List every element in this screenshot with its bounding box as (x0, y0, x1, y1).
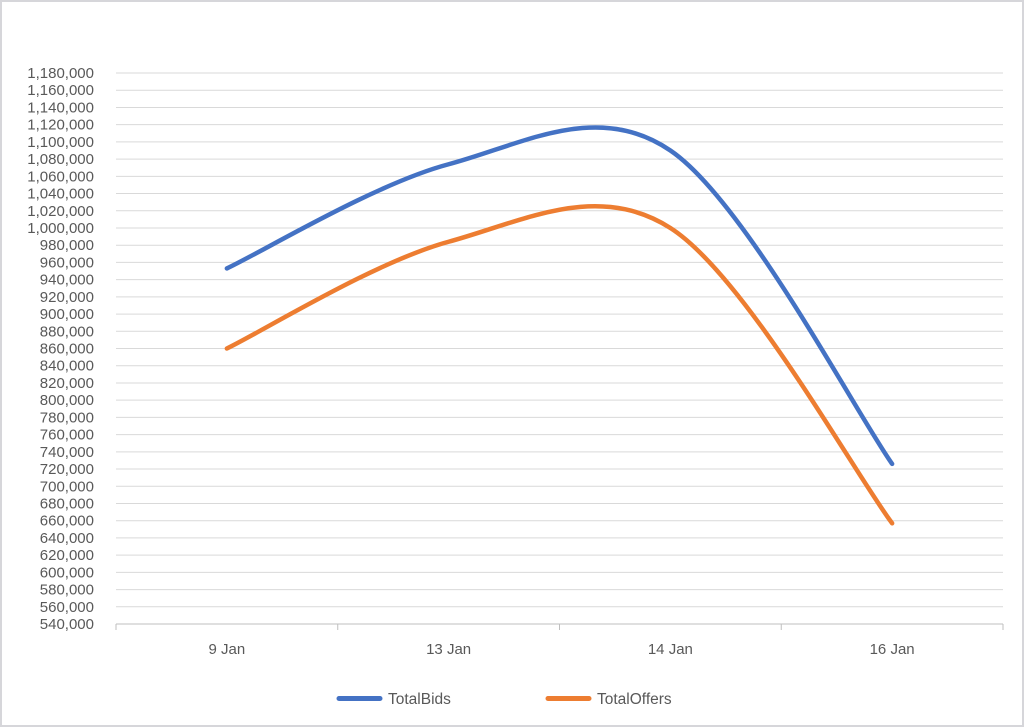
y-tick-label: 860,000 (40, 341, 94, 358)
y-tick-label: 1,160,000 (27, 82, 94, 99)
y-tick-label: 1,180,000 (27, 65, 94, 82)
y-tick-label: 820,000 (40, 375, 94, 392)
y-tick-label: 880,000 (40, 323, 94, 340)
y-tick-label: 1,040,000 (27, 186, 94, 203)
series-lines (224, 125, 895, 526)
y-tick-label: 800,000 (40, 392, 94, 409)
y-tick-label: 560,000 (40, 599, 94, 616)
y-tick-label: 660,000 (40, 513, 94, 530)
y-tick-label: 1,120,000 (27, 117, 94, 134)
y-tick-label: 960,000 (40, 254, 94, 271)
x-axis (115, 623, 1004, 630)
y-tick-label: 940,000 (40, 272, 94, 289)
y-tick-label: 1,000,000 (27, 220, 94, 237)
y-tick-label: 640,000 (40, 530, 94, 547)
y-tick-label: 1,080,000 (27, 151, 94, 168)
y-tick-label: 780,000 (40, 409, 94, 426)
y-tick-label: 760,000 (40, 427, 94, 444)
y-tick-label: 1,140,000 (27, 99, 94, 116)
x-tick-label: 13 Jan (426, 641, 471, 658)
x-tick-label: 14 Jan (648, 641, 693, 658)
y-tick-label: 600,000 (40, 564, 94, 581)
y-tick-label: 540,000 (40, 616, 94, 633)
series-line-totalbids (224, 125, 895, 467)
x-tick-label: 16 Jan (870, 641, 915, 658)
y-tick-label: 840,000 (40, 358, 94, 375)
y-tick-label: 740,000 (40, 444, 94, 461)
y-tick-label: 580,000 (40, 582, 94, 599)
y-tick-label: 920,000 (40, 289, 94, 306)
y-tick-label: 980,000 (40, 237, 94, 254)
y-tick-label: 680,000 (40, 495, 94, 512)
legend: TotalBids TotalOffers (336, 691, 672, 708)
gridlines (116, 72, 1003, 608)
y-axis-labels: 540,000560,000580,000600,000620,000640,0… (27, 65, 94, 633)
x-axis-labels: 9 Jan 13 Jan 14 Jan 16 Jan (209, 641, 915, 658)
y-tick-label: 1,100,000 (27, 134, 94, 151)
y-tick-label: 900,000 (40, 306, 94, 323)
series-line-totaloffers (224, 204, 895, 526)
y-tick-label: 620,000 (40, 547, 94, 564)
y-tick-label: 720,000 (40, 461, 94, 478)
legend-label-totalbids: TotalBids (388, 691, 451, 708)
legend-label-totaloffers: TotalOffers (597, 691, 672, 708)
y-tick-label: 1,020,000 (27, 203, 94, 220)
y-tick-label: 700,000 (40, 478, 94, 495)
x-tick-label: 9 Jan (209, 641, 246, 658)
y-tick-label: 1,060,000 (27, 168, 94, 185)
